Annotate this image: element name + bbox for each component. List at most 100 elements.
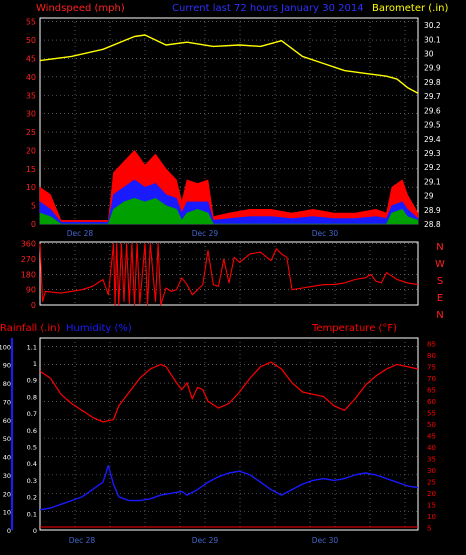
temperature-tick-label: 35	[427, 456, 436, 464]
rainfall-tick-label: 0.7	[27, 410, 37, 418]
rainfall-tick-label: 0.8	[27, 393, 37, 401]
temperature-tick-label: 40	[427, 444, 436, 452]
plot-frame	[39, 17, 419, 225]
temperature-tick-label: 20	[427, 490, 436, 498]
day-label: Dec 30	[312, 536, 339, 545]
day-label: Dec 28	[67, 229, 94, 238]
barometer-tick-label: 29.5	[424, 121, 441, 130]
barometer-tick-label: 29.3	[424, 149, 441, 158]
temperature-tick-label: 75	[427, 364, 436, 372]
compass-label: E	[437, 293, 443, 304]
temperature-tick-label: 15	[427, 502, 436, 510]
temperature-tick-label: 55	[427, 410, 436, 418]
windspeed-tick-label: 30	[26, 110, 36, 119]
direction-tick-label: 360	[21, 240, 36, 249]
day-label: Dec 30	[312, 229, 339, 238]
rainfall-tick-label: 0.4	[27, 460, 37, 468]
humidity-tick-label: 70	[3, 398, 11, 406]
humidity-tick-label: 10	[3, 509, 11, 517]
windspeed-tick-label: 50	[26, 36, 36, 45]
rainfall-tick-label: 0.3	[27, 477, 37, 485]
barometer-tick-label: 29.1	[424, 177, 441, 186]
windspeed-tick-label: 55	[26, 18, 36, 27]
windspeed-tick-label: 5	[31, 202, 36, 211]
temperature-tick-label: 65	[427, 387, 436, 395]
temperature-tick-label: 45	[427, 433, 436, 441]
humidity-tick-label: 60	[3, 417, 11, 425]
barometer-tick-label: 29.6	[424, 106, 441, 115]
barometer-tick-label: 29	[424, 192, 434, 201]
rainfall-tick-label: 1	[33, 360, 37, 368]
direction-tick-label: 270	[21, 255, 36, 264]
temperature-tick-label: 80	[427, 352, 436, 360]
compass-label: S	[437, 276, 443, 287]
windspeed-tick-label: 10	[26, 183, 36, 192]
wind-minimum-series	[39, 197, 419, 225]
rainfall-tick-label: 0.5	[27, 444, 37, 452]
humidity-axis-title: Humidity (%)	[66, 323, 132, 334]
barometer-tick-label: 29.8	[424, 78, 441, 87]
rainfall-axis-title: Rainfall (.in)	[0, 323, 61, 334]
barometer-axis-title: Barometer (.in)	[372, 3, 448, 14]
humidity-tick-label: 30	[3, 472, 11, 480]
windspeed-tick-label: 20	[26, 146, 36, 155]
barometer-tick-label: 29.4	[424, 135, 441, 144]
direction-tick-label: 90	[26, 286, 36, 295]
day-label: Dec 29	[192, 229, 219, 238]
humidity-tick-label: 80	[3, 380, 11, 388]
barometer-tick-label: 30.2	[424, 21, 441, 30]
rainfall-tick-label: 0.1	[27, 510, 37, 518]
temperature-tick-label: 30	[427, 467, 436, 475]
windspeed-tick-label: 45	[26, 54, 36, 63]
barometer-tick-label: 29.7	[424, 92, 441, 101]
barometer-tick-label: 30.1	[424, 35, 441, 44]
day-label: Dec 28	[69, 536, 96, 545]
compass-label: N	[436, 242, 443, 253]
rainfall-tick-label: 0	[33, 527, 37, 535]
temperature-tick-label: 5	[427, 525, 431, 533]
barometer-series	[39, 34, 419, 94]
humidity-tick-label: 90	[3, 362, 11, 370]
plot-frame	[39, 241, 419, 306]
windspeed-tick-label: 25	[26, 128, 36, 137]
rainfall-tick-label: 0.9	[27, 377, 37, 385]
day-label: Dec 29	[192, 536, 219, 545]
humidity-tick-label: 100	[0, 343, 11, 351]
compass-label: W	[435, 259, 445, 270]
wind-barometer-panel: 0 5 10 15 20 25 30 35 40 45 50 55 28.8 28.9 29 29.1 29.2…	[26, 17, 441, 238]
humidity-tick-label: 20	[3, 490, 11, 498]
humidity-series	[39, 465, 419, 511]
windspeed-tick-label: 35	[26, 91, 36, 100]
barometer-tick-label: 30	[424, 50, 434, 59]
windspeed-tick-label: 15	[26, 165, 36, 174]
rainfall-tick-label: 0.6	[27, 427, 37, 435]
temperature-series	[39, 361, 419, 423]
wind-direction-series	[39, 243, 419, 306]
compass-label: N	[436, 310, 443, 321]
windspeed-tick-label: 40	[26, 73, 36, 82]
windspeed-tick-label: 0	[31, 220, 36, 229]
rainfall-tick-label: 1.1	[27, 343, 37, 351]
plot-frame	[39, 337, 419, 531]
humidity-tick-label: 0	[7, 527, 11, 535]
direction-tick-label: 180	[21, 270, 36, 279]
humidity-tick-label: 50	[3, 435, 11, 443]
barometer-tick-label: 29.2	[424, 163, 441, 172]
windspeed-axis-title: Windspeed (mph)	[36, 3, 125, 14]
temperature-tick-label: 85	[427, 341, 436, 349]
temperature-tick-label: 50	[427, 421, 436, 429]
barometer-tick-label: 29.9	[424, 64, 441, 73]
direction-tick-label: 0	[31, 301, 36, 310]
humidity-tick-label: 40	[3, 454, 11, 462]
chart-main-title: Current last 72 hours January 30 2014	[172, 3, 364, 14]
temperature-axis-title: Temperature (°F)	[311, 323, 397, 334]
temperature-tick-label: 25	[427, 479, 436, 487]
barometer-tick-label: 28.9	[424, 206, 441, 215]
rain-humidity-temperature-panel: Rainfall (.in) Humidity (%) Temperature (°…	[0, 323, 436, 545]
rainfall-tick-label: 0.2	[27, 494, 37, 502]
temperature-tick-label: 70	[427, 375, 436, 383]
temperature-tick-label: 60	[427, 398, 436, 406]
barometer-tick-label: 28.8	[424, 220, 441, 229]
